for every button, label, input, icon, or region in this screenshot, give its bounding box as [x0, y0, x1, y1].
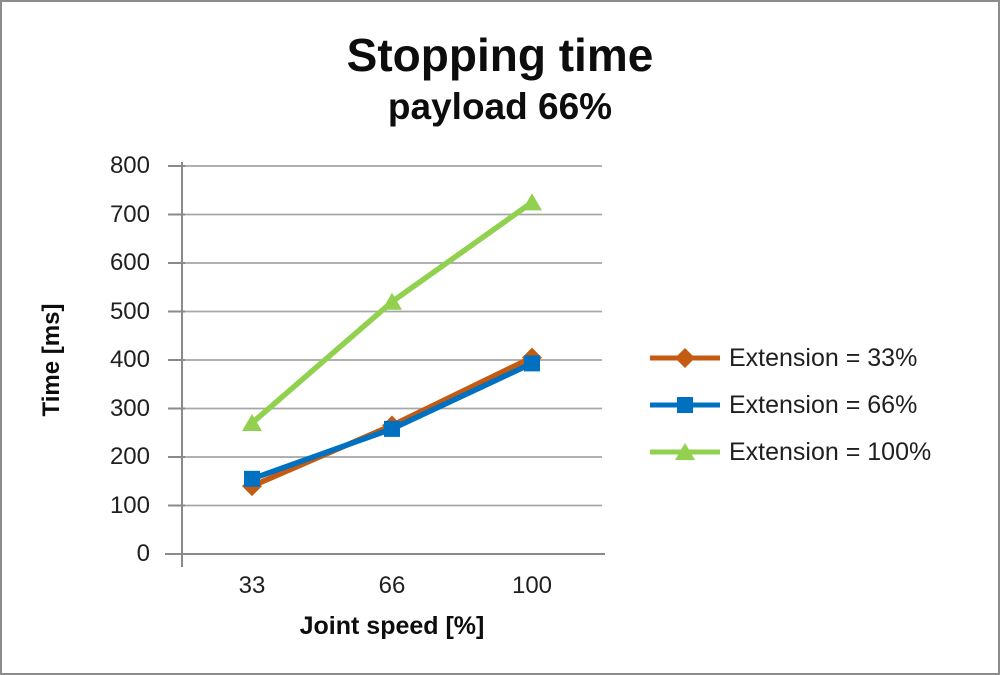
square-marker-icon — [384, 420, 400, 437]
series-line — [250, 200, 534, 426]
y-tick-label: 500 — [109, 297, 150, 325]
triangle-marker-icon — [675, 443, 695, 460]
legend-item-extension-66: Extension = 66% — [650, 390, 931, 420]
x-axis-title: Joint speed [%] — [299, 612, 485, 640]
legend-label: Extension = 100% — [729, 437, 932, 466]
diamond-marker-icon — [650, 348, 720, 368]
triangle-marker-icon — [242, 414, 262, 432]
y-tick-label: 700 — [109, 200, 150, 228]
y-tick-label: 0 — [136, 540, 150, 567]
diamond-marker-icon — [675, 348, 695, 368]
y-tick-label: 100 — [109, 491, 150, 519]
x-tick-label: 100 — [511, 572, 553, 599]
y-tick-label: 800 — [109, 152, 150, 179]
square-marker-icon — [244, 470, 260, 487]
square-marker-icon — [650, 397, 720, 413]
triangle-marker-icon — [382, 292, 402, 310]
x-tick-label: 33 — [238, 572, 266, 599]
chart-title: Stopping time — [346, 29, 654, 81]
legend: Extension = 33% Extension = 66% Extensio… — [650, 343, 931, 467]
legend-item-extension-33: Extension = 33% — [650, 343, 931, 373]
y-tick-label: 400 — [109, 346, 150, 373]
triangle-marker-icon — [522, 193, 542, 211]
chart-subtitle: payload 66% — [387, 86, 613, 127]
y-tick-label: 200 — [109, 443, 150, 470]
y-tick-label: 600 — [109, 249, 150, 276]
legend-label: Extension = 33% — [729, 343, 918, 372]
square-marker-icon — [677, 397, 693, 413]
square-marker-icon — [524, 355, 540, 372]
legend-item-extension-100: Extension = 100% — [650, 437, 931, 467]
x-tick-label: 66 — [378, 572, 406, 599]
triangle-marker-icon — [650, 443, 720, 460]
y-tick-label: 300 — [109, 394, 150, 422]
legend-label: Extension = 66% — [729, 390, 918, 419]
